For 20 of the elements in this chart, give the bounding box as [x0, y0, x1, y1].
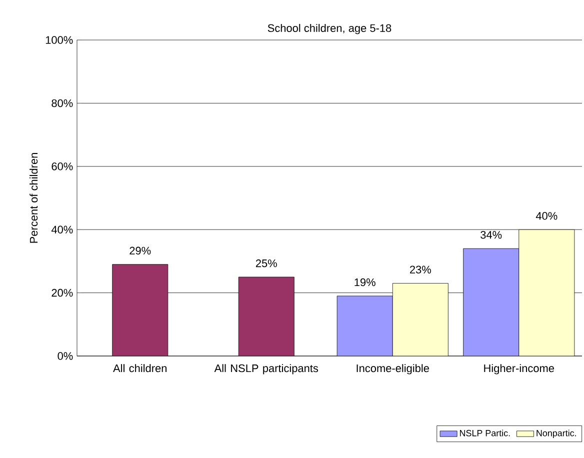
- x-tick-label: All NSLP participants: [214, 364, 318, 374]
- data-label: 40%: [536, 212, 558, 220]
- x-tick-label: Higher-income: [484, 364, 554, 374]
- data-label: 23%: [410, 266, 431, 274]
- x-tick-label: Income-eligible: [356, 364, 429, 374]
- y-tick-label: 40%: [51, 226, 73, 234]
- legend-label: NSLP Partic.: [460, 430, 510, 436]
- legend-label: Nonpartic.: [536, 430, 576, 438]
- y-tick-label: 60%: [52, 162, 73, 170]
- y-axis-title: Percent of children: [30, 153, 38, 243]
- data-label: 34%: [480, 230, 502, 239]
- data-label: 25%: [256, 259, 277, 268]
- x-tick-label: All children: [113, 364, 166, 372]
- data-label: 29%: [130, 246, 151, 255]
- y-tick-label: 0%: [58, 352, 73, 360]
- y-tick-label: 80%: [52, 99, 73, 108]
- y-tick-label: 20%: [52, 288, 73, 297]
- y-tick-label: 100%: [46, 36, 73, 44]
- data-label: 19%: [354, 278, 376, 286]
- chart-title: School children, age 5-18: [268, 24, 392, 34]
